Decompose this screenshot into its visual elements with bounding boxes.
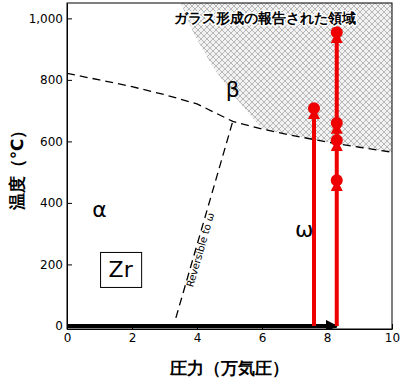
plot-frame <box>67 3 392 329</box>
tick-label: 1,000 <box>29 12 63 26</box>
tick-mark <box>67 264 72 265</box>
tick-label: 2 <box>129 331 137 345</box>
tick-label: 400 <box>40 196 63 210</box>
tick: 600 <box>40 135 72 149</box>
tick-label: 600 <box>40 135 63 149</box>
y-axis-title: 温度（℃） <box>7 122 27 212</box>
region-label: ガラス形成の報告された領域 <box>174 10 356 26</box>
tick-label: 4 <box>194 331 202 345</box>
tick-mark <box>67 18 72 19</box>
x-axis: 0 2 4 6 8 10 <box>64 324 400 345</box>
phase-label: β <box>226 77 240 102</box>
annotations: ガラス形成の報告された領域 β α ω Zr Reversible to ω <box>92 10 356 288</box>
element-box <box>101 252 142 287</box>
tick-label: 800 <box>40 73 63 87</box>
path-arrow <box>67 324 337 328</box>
element-label: Zr <box>109 257 134 282</box>
data-point <box>331 174 343 186</box>
tick-label: 8 <box>324 331 332 345</box>
chart: 0 2 4 6 8 10 0 200 400 600 800 1,000 圧力（万気圧） 温度（℃） ガラス… <box>0 0 400 382</box>
y-axis: 0 200 400 600 800 1,000 <box>29 4 72 334</box>
phase-boundary <box>67 73 392 152</box>
tick-mark <box>197 324 198 329</box>
tick-mark <box>262 324 263 329</box>
data-point <box>308 102 320 114</box>
axis-line <box>68 329 393 330</box>
tick-mark <box>392 324 393 329</box>
data-point <box>331 117 343 129</box>
tick: 6 <box>259 324 267 345</box>
tick: 1,000 <box>29 12 72 26</box>
axis-line <box>67 4 68 330</box>
tick-label: 10 <box>385 331 400 345</box>
tick: 400 <box>40 196 72 210</box>
marks <box>67 3 392 326</box>
tick: 2 <box>129 324 137 345</box>
tick-label: 0 <box>55 319 63 333</box>
tick: 200 <box>40 258 72 272</box>
tick-mark <box>67 203 72 204</box>
boundary-label: Reversible to ω <box>184 212 216 289</box>
phase-label: ω <box>295 217 313 242</box>
tick-label: 200 <box>40 258 63 272</box>
phase-label: α <box>92 197 107 222</box>
phase-boundary <box>176 121 233 318</box>
tick-label: 6 <box>259 331 267 345</box>
data-point <box>331 134 343 146</box>
x-axis-title: 圧力（万気圧） <box>169 358 289 378</box>
tick: 8 <box>324 324 332 345</box>
tick: 4 <box>194 324 202 345</box>
tick: 10 <box>385 324 400 345</box>
tick-mark <box>327 324 328 329</box>
data-point <box>331 26 343 38</box>
tick-mark <box>67 326 72 327</box>
tick-mark <box>67 80 72 81</box>
tick-mark <box>132 324 133 329</box>
tick-mark <box>67 141 72 142</box>
plot-background <box>67 3 392 329</box>
tick: 0 <box>55 319 72 333</box>
tick-label: 0 <box>64 331 72 345</box>
tick: 800 <box>40 73 72 87</box>
